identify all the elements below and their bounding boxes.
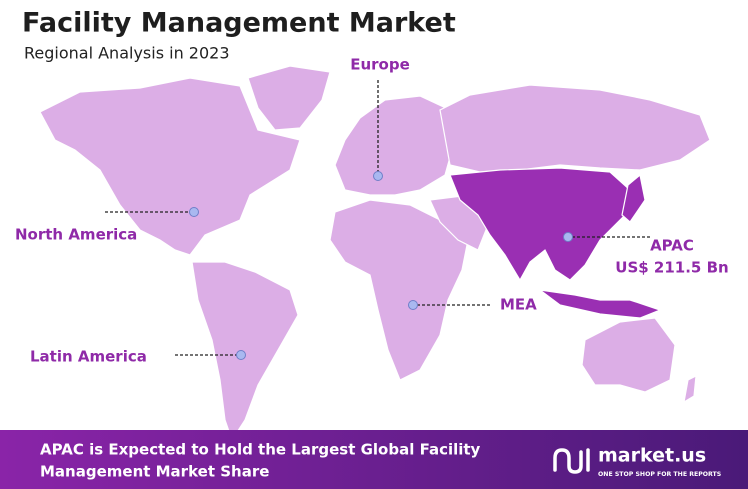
marker [563, 232, 573, 242]
greenland [247, 65, 331, 131]
logo-tagline: ONE STOP SHOP FOR THE REPORTS [598, 471, 721, 478]
latin-america [191, 261, 299, 442]
footer-text: Management Market Share [40, 463, 269, 481]
marker [236, 350, 246, 360]
japan [621, 173, 646, 223]
marker [189, 207, 199, 217]
region-markers: Europe North America APAC US$ 211.5 Bn M… [15, 56, 729, 366]
new-zealand [683, 374, 697, 404]
title: Facility Management Market [22, 8, 456, 39]
north-america [39, 77, 301, 256]
apac [449, 167, 631, 282]
region-label: Europe [350, 56, 410, 74]
marker [408, 300, 418, 310]
australia [581, 317, 676, 393]
marker [373, 171, 383, 181]
footer-banner [0, 430, 748, 489]
region-label: APAC [650, 237, 694, 255]
world-map [39, 65, 711, 442]
footer-text: APAC is Expected to Hold the Largest Glo… [40, 441, 481, 459]
region-value: US$ 211.5 Bn [615, 259, 728, 277]
footer: APAC is Expected to Hold the Largest Glo… [0, 430, 748, 489]
region-label: MEA [500, 296, 537, 314]
africa [329, 199, 469, 381]
logo-text: market.us [598, 445, 706, 467]
region-label: North America [15, 226, 137, 244]
subtitle: Regional Analysis in 2023 [24, 44, 230, 63]
europe [334, 95, 453, 196]
logo-icon [553, 448, 590, 474]
russia [439, 84, 711, 173]
indonesia [539, 289, 662, 319]
region-label: Latin America [30, 348, 147, 366]
